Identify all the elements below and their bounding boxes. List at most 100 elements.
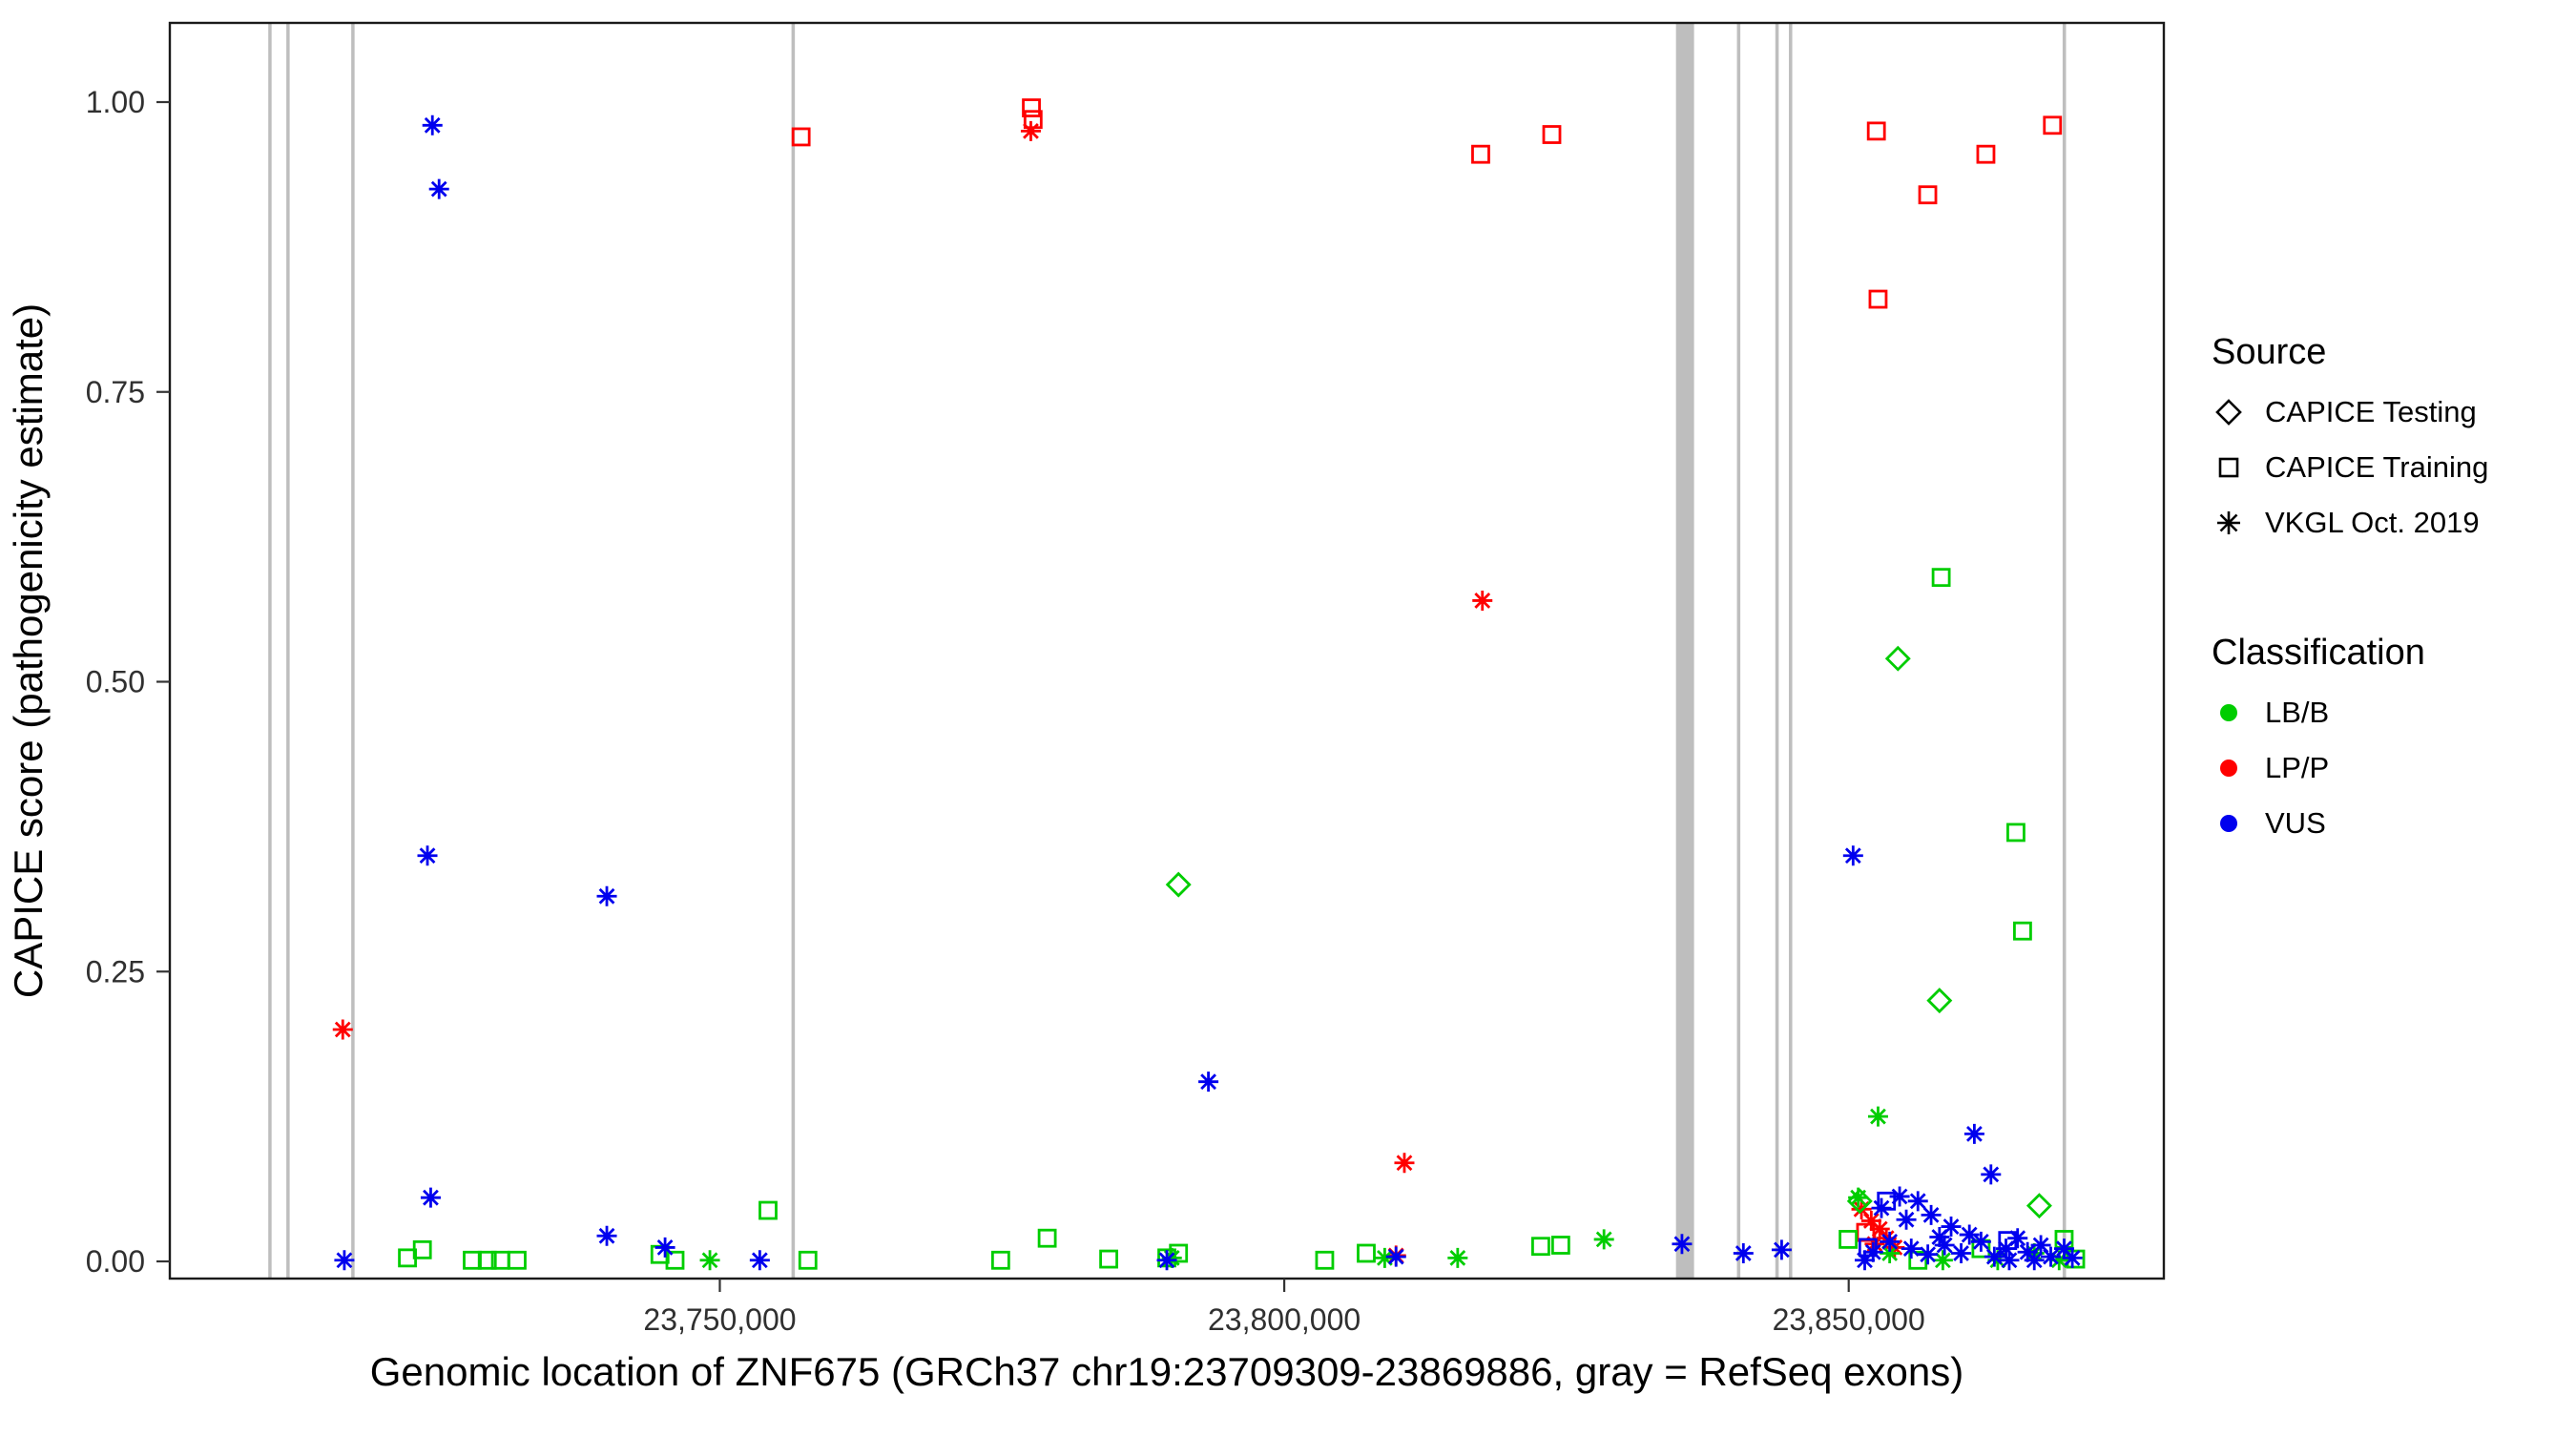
data-point-square bbox=[1315, 1250, 1335, 1270]
data-point-asterisk bbox=[2048, 1250, 2069, 1271]
data-point-square bbox=[477, 1250, 497, 1270]
data-point-square bbox=[1099, 1249, 1118, 1269]
legend-item-lpp: LP/P bbox=[2212, 740, 2574, 796]
legend-label-lbb: LB/B bbox=[2265, 696, 2330, 729]
legend-item-vus: VUS bbox=[2212, 796, 2574, 851]
data-point-asterisk bbox=[2030, 1235, 2051, 1256]
data-point-asterisk bbox=[2024, 1250, 2045, 1271]
data-point-square bbox=[1839, 1230, 1859, 1249]
legend-item-lbb: LB/B bbox=[2212, 685, 2574, 740]
data-point-asterisk bbox=[1447, 1247, 1468, 1268]
y-axis-title: CAPICE score (pathogenicity estimate) bbox=[6, 303, 51, 998]
data-point-asterisk bbox=[1869, 1218, 1890, 1239]
legend-label-vus: VUS bbox=[2265, 806, 2326, 840]
data-point-square bbox=[758, 1200, 778, 1220]
x-axis-title: Genomic location of ZNF675 (GRCh37 chr19… bbox=[370, 1349, 1963, 1394]
data-point-square bbox=[1931, 568, 1951, 588]
data-point-asterisk bbox=[2062, 1247, 2083, 1268]
data-point-asterisk bbox=[1896, 1209, 1917, 1230]
data-point-asterisk bbox=[1385, 1246, 1406, 1267]
data-point-square bbox=[1542, 125, 1562, 144]
x-tick-label: 23,800,000 bbox=[1208, 1302, 1361, 1337]
data-point-asterisk bbox=[596, 885, 617, 906]
data-point-square bbox=[2006, 822, 2025, 843]
data-point-square bbox=[1531, 1237, 1550, 1257]
data-point-asterisk bbox=[1394, 1153, 1415, 1174]
data-point-asterisk bbox=[2007, 1228, 2028, 1249]
y-tick-label: 0.75 bbox=[86, 375, 145, 409]
data-point-asterisk bbox=[1855, 1250, 1875, 1271]
data-point-asterisk bbox=[334, 1250, 355, 1271]
data-point-asterisk bbox=[1020, 120, 1041, 141]
data-point-square bbox=[990, 1250, 1010, 1270]
data-point-square bbox=[1998, 1231, 2018, 1251]
data-point-square bbox=[508, 1250, 527, 1270]
data-point-diamond bbox=[1165, 871, 1192, 898]
data-point-square bbox=[1022, 98, 1041, 117]
data-point-square bbox=[1858, 1238, 1878, 1258]
data-point-square bbox=[1908, 1250, 1928, 1270]
y-tick-label: 1.00 bbox=[86, 85, 145, 119]
x-tick-label: 23,750,000 bbox=[643, 1302, 796, 1337]
data-point-asterisk bbox=[1374, 1247, 1395, 1268]
data-point-asterisk bbox=[2041, 1246, 2061, 1267]
data-point-asterisk bbox=[1472, 590, 1493, 611]
x-tick-label: 23,850,000 bbox=[1773, 1302, 1925, 1337]
data-point-asterisk bbox=[1941, 1217, 1962, 1238]
data-point-asterisk bbox=[417, 845, 438, 866]
legend-classification-group: Classification LB/B LP/P VUS bbox=[2212, 633, 2574, 851]
data-point-asterisk bbox=[1921, 1204, 1942, 1225]
data-point-asterisk bbox=[1672, 1234, 1693, 1255]
legend-classification-title: Classification bbox=[2212, 633, 2425, 673]
exon-bar bbox=[2062, 23, 2067, 1279]
data-point-asterisk bbox=[1771, 1239, 1792, 1260]
data-point-square bbox=[798, 1250, 818, 1270]
exon-bar bbox=[1736, 23, 1741, 1279]
legend-source-group: Source CAPICE Testing CAPICE Training VK… bbox=[2212, 332, 2574, 551]
data-point-asterisk bbox=[1981, 1164, 2002, 1185]
data-point-asterisk bbox=[1963, 1123, 1984, 1144]
data-point-square bbox=[1471, 144, 1490, 164]
data-point-asterisk bbox=[1862, 1241, 1883, 1262]
panel-border bbox=[168, 21, 2166, 1280]
exon-bar bbox=[351, 23, 355, 1279]
data-point-asterisk bbox=[1867, 1106, 1888, 1127]
data-point-asterisk bbox=[2053, 1238, 2074, 1259]
data-point-asterisk bbox=[1733, 1242, 1754, 1263]
data-point-asterisk bbox=[596, 1225, 617, 1246]
data-point-asterisk bbox=[1842, 845, 1863, 866]
legend-panel: Source CAPICE Testing CAPICE Training VK… bbox=[2212, 332, 2574, 851]
data-point-asterisk bbox=[1951, 1242, 1972, 1263]
legend-source-title: Source bbox=[2212, 332, 2327, 372]
data-point-asterisk bbox=[428, 178, 449, 199]
data-point-asterisk bbox=[1198, 1072, 1219, 1093]
asterisk-icon bbox=[2217, 511, 2240, 534]
data-point-asterisk bbox=[1959, 1224, 1980, 1245]
lpp-dot-icon bbox=[2220, 760, 2237, 777]
vus-dot-icon bbox=[2220, 815, 2237, 832]
data-point-square bbox=[791, 127, 811, 147]
data-point-asterisk bbox=[749, 1250, 770, 1271]
data-point-square bbox=[1169, 1243, 1189, 1263]
square-icon bbox=[2218, 457, 2239, 478]
data-point-asterisk bbox=[1932, 1250, 1953, 1271]
exon-bar bbox=[1788, 23, 1793, 1279]
data-point-asterisk bbox=[1999, 1250, 2020, 1271]
data-point-diamond bbox=[1846, 1188, 1873, 1215]
data-point-asterisk bbox=[420, 1187, 441, 1208]
legend-label-capice-testing: CAPICE Testing bbox=[2265, 395, 2477, 428]
data-point-square bbox=[1037, 1228, 1057, 1248]
data-point-asterisk bbox=[1593, 1229, 1614, 1250]
legend-item-capice-training: CAPICE Training bbox=[2212, 440, 2574, 495]
data-point-asterisk bbox=[1934, 1235, 1955, 1256]
data-point-asterisk bbox=[2017, 1241, 2038, 1262]
data-point-square bbox=[2043, 115, 2063, 135]
lbb-dot-icon bbox=[2220, 704, 2237, 721]
exon-bar bbox=[286, 23, 290, 1279]
legend-label-vkgl: VKGL Oct. 2019 bbox=[2265, 506, 2480, 539]
data-point-square bbox=[1866, 121, 1886, 141]
y-tick-label: 0.00 bbox=[86, 1244, 145, 1279]
data-point-asterisk bbox=[1907, 1191, 1928, 1212]
